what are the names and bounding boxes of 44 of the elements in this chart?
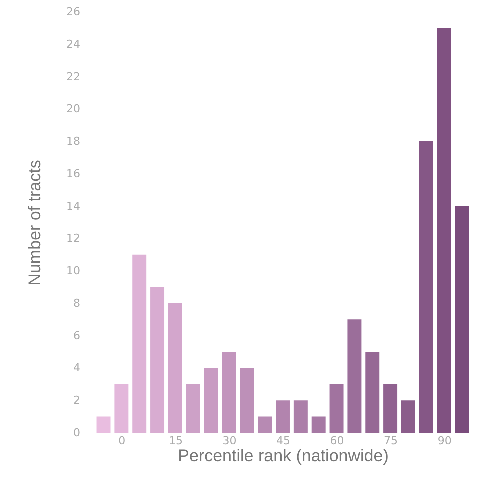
y-tick-label: 24 xyxy=(66,38,80,51)
x-tick-label: 45 xyxy=(276,434,290,448)
x-tick-label: 60 xyxy=(330,434,344,448)
bar xyxy=(150,287,165,433)
x-tick-label: 30 xyxy=(222,434,237,448)
y-tick-label: 10 xyxy=(66,264,80,278)
bar xyxy=(258,416,272,433)
y-tick-label: 0 xyxy=(74,426,80,440)
y-tick-label: 16 xyxy=(66,167,80,180)
y-tick-label: 12 xyxy=(66,232,80,246)
bar xyxy=(330,384,344,433)
bar xyxy=(455,206,470,433)
y-tick-label: 14 xyxy=(66,200,80,213)
x-tick-label: 15 xyxy=(168,434,183,448)
bar xyxy=(222,352,236,433)
bar xyxy=(96,416,111,433)
y-tick-label: 18 xyxy=(66,135,80,148)
bar xyxy=(419,142,434,433)
bar xyxy=(132,254,147,433)
bar xyxy=(401,400,416,433)
y-tick-label: 4 xyxy=(74,362,80,375)
bar xyxy=(114,384,129,433)
y-tick-label: 6 xyxy=(74,329,80,342)
y-tick-label: 2 xyxy=(74,394,80,408)
bar xyxy=(240,368,254,433)
x-axis-title: Percentile rank (nationwide) xyxy=(178,446,389,466)
x-tick-label: 90 xyxy=(438,434,452,448)
bar xyxy=(366,352,380,433)
y-axis-title: Number of tracts xyxy=(26,160,45,286)
bar xyxy=(204,368,218,433)
bar xyxy=(294,400,308,433)
bar xyxy=(276,400,290,433)
bar xyxy=(348,320,362,433)
x-tick-label: 0 xyxy=(118,434,126,448)
bar xyxy=(312,416,326,433)
bar xyxy=(437,28,452,433)
bar xyxy=(384,384,398,433)
x-tick-label: 75 xyxy=(384,434,398,448)
y-tick-label: 8 xyxy=(74,296,80,310)
bar xyxy=(186,384,200,433)
y-tick-label: 26 xyxy=(66,6,80,18)
y-tick-label: 22 xyxy=(66,70,80,84)
bar xyxy=(168,303,182,433)
y-tick-label: 20 xyxy=(66,102,80,116)
